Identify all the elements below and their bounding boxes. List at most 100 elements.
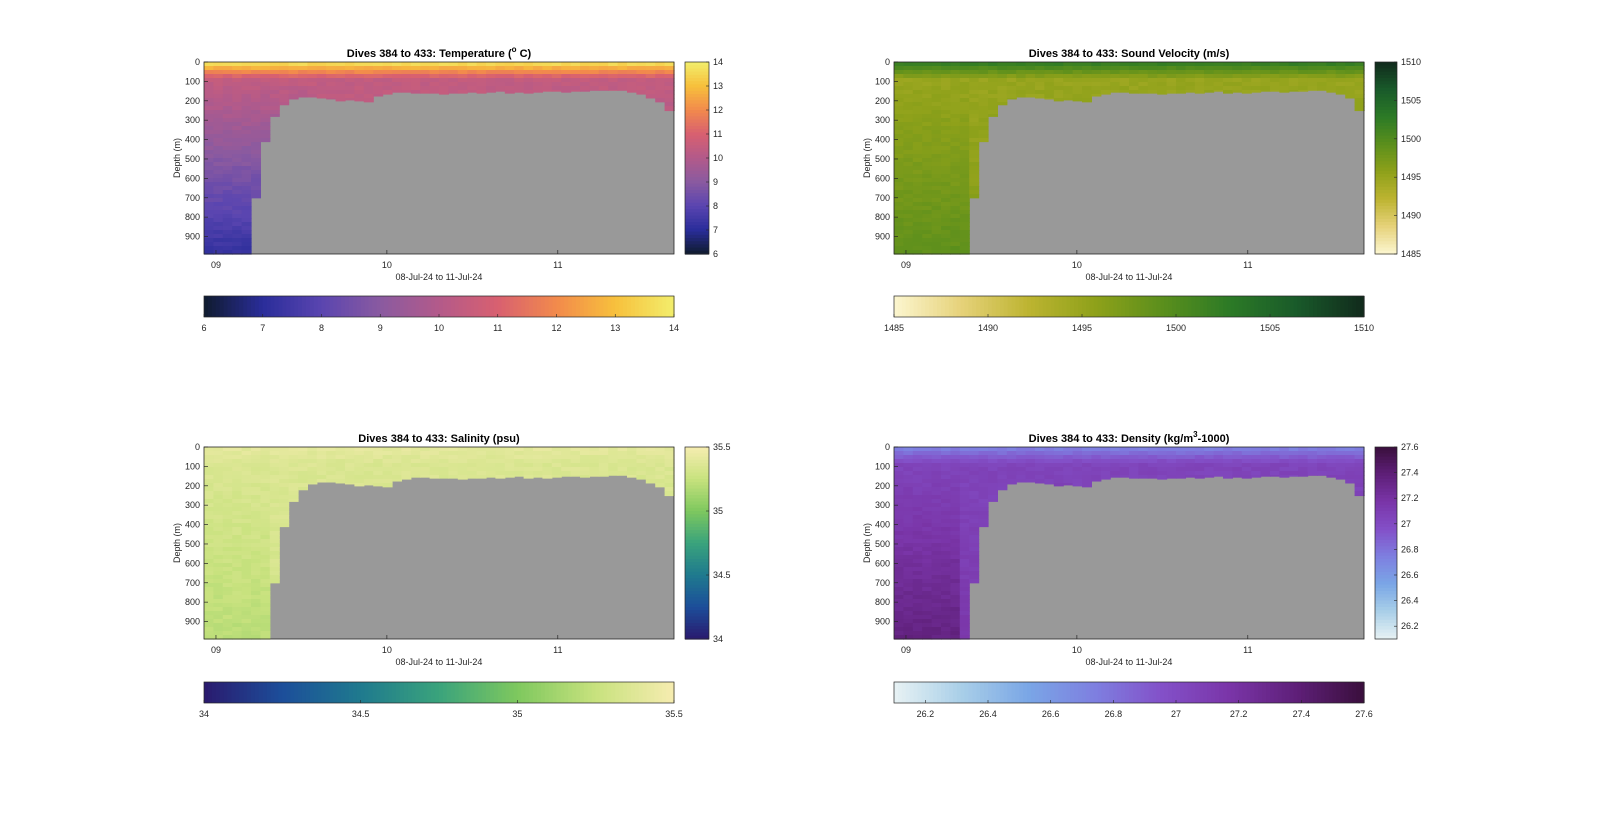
heatmap-cell xyxy=(213,535,224,540)
heatmap-cell xyxy=(533,90,543,93)
heatmap-cell xyxy=(1166,74,1177,79)
heatmap-cell xyxy=(1223,463,1233,468)
heatmap-cell xyxy=(922,611,933,616)
heatmap-cell xyxy=(251,102,261,107)
heatmap-cell xyxy=(969,471,980,476)
heatmap-cell xyxy=(222,134,233,139)
heatmap-cell xyxy=(978,483,989,488)
heatmap-cell xyxy=(589,78,600,83)
heatmap-cell xyxy=(213,527,224,532)
heatmap-cell xyxy=(251,571,261,576)
heatmap-cell xyxy=(978,455,989,460)
heatmap-cell xyxy=(589,451,600,456)
colorbar-swatch xyxy=(685,623,709,627)
heatmap-cell xyxy=(922,575,933,580)
heatmap-cell xyxy=(213,563,224,568)
heatmap-cell xyxy=(251,62,261,67)
heatmap-cell xyxy=(1326,463,1337,468)
colorbar-swatch xyxy=(560,682,565,703)
heatmap-cell xyxy=(950,154,961,159)
colorbar-swatch xyxy=(1125,682,1130,703)
heatmap-cell xyxy=(627,475,637,478)
heatmap-cell xyxy=(204,102,214,107)
heatmap-cell xyxy=(260,607,271,612)
heatmap-cell xyxy=(903,543,914,548)
heatmap-cell xyxy=(941,563,951,568)
heatmap-cell xyxy=(307,455,318,460)
heatmap-cell xyxy=(617,74,628,79)
heatmap-cell xyxy=(401,90,412,93)
colorbar-swatch xyxy=(1375,94,1397,98)
heatmap-cell xyxy=(213,547,224,552)
heatmap-cell xyxy=(288,94,299,99)
heatmap-cell xyxy=(1213,471,1224,476)
heatmap-cell xyxy=(969,138,980,143)
heatmap-cell xyxy=(269,102,280,107)
heatmap-cell xyxy=(941,182,951,187)
colorbar-swatch xyxy=(1273,296,1279,317)
heatmap-cell xyxy=(429,463,440,468)
heatmap-cell xyxy=(941,635,951,640)
heatmap-cell xyxy=(241,599,252,604)
colorbar-swatch xyxy=(470,682,475,703)
colorbar-swatch xyxy=(580,682,585,703)
heatmap-cell xyxy=(959,487,970,492)
heatmap-cell xyxy=(213,142,224,147)
heatmap-cell xyxy=(307,90,318,95)
heatmap-cell xyxy=(1204,70,1215,75)
heatmap-cell xyxy=(373,479,384,484)
heatmap-cell xyxy=(1006,467,1017,472)
heatmap-cell xyxy=(448,82,459,87)
colorbar-swatch xyxy=(1375,591,1397,595)
heatmap-cell xyxy=(448,447,459,452)
heatmap-cell xyxy=(382,70,393,75)
heatmap-cell xyxy=(912,503,923,508)
heatmap-cell xyxy=(627,82,637,87)
heatmap-cell xyxy=(912,118,923,123)
heatmap-cell xyxy=(903,62,914,67)
heatmap-cell xyxy=(894,583,904,588)
heatmap-cell xyxy=(580,451,590,456)
colorbar-swatch xyxy=(685,626,709,630)
colorbar-swatch xyxy=(984,682,989,703)
heatmap-cell xyxy=(664,86,675,91)
heatmap-cell xyxy=(222,615,233,620)
heatmap-cell xyxy=(213,603,224,608)
heatmap-cell xyxy=(401,463,412,468)
heatmap-cell xyxy=(373,471,384,476)
heatmap-cell xyxy=(1016,90,1027,95)
heatmap-cell xyxy=(269,515,280,520)
heatmap-cell xyxy=(213,531,224,536)
heatmap-cell xyxy=(251,603,261,608)
heatmap-cell xyxy=(213,567,224,572)
heatmap-cell xyxy=(1185,455,1196,460)
colorbar-swatch xyxy=(1191,682,1197,703)
y-tick-label: 500 xyxy=(875,539,890,549)
heatmap-cell xyxy=(382,74,393,79)
heatmap-cell xyxy=(903,487,914,492)
heatmap-cell xyxy=(213,543,224,548)
heatmap-cell xyxy=(279,471,290,476)
heatmap-cell xyxy=(232,555,243,560)
heatmap-cell xyxy=(561,471,572,476)
colorbar-swatch xyxy=(517,296,522,317)
heatmap-cell xyxy=(912,627,923,632)
heatmap-cell xyxy=(903,154,914,159)
colorbar-swatch xyxy=(1375,132,1397,137)
heatmap-cell xyxy=(1288,82,1299,87)
colorbar-swatch xyxy=(666,682,671,703)
heatmap-cell xyxy=(420,459,431,464)
heatmap-cell xyxy=(1354,459,1365,464)
heatmap-cell xyxy=(1110,451,1121,456)
heatmap-cell xyxy=(523,467,534,472)
heatmap-cell xyxy=(457,447,468,452)
heatmap-cell xyxy=(260,615,271,620)
heatmap-cell xyxy=(241,70,252,75)
heatmap-cell xyxy=(213,186,224,191)
heatmap-cell xyxy=(903,635,914,640)
heatmap-cell xyxy=(1204,74,1215,79)
colorbar-swatch xyxy=(1105,296,1111,317)
heatmap-cell xyxy=(251,479,261,484)
heatmap-cell xyxy=(959,631,970,636)
heatmap-cell xyxy=(903,539,914,544)
